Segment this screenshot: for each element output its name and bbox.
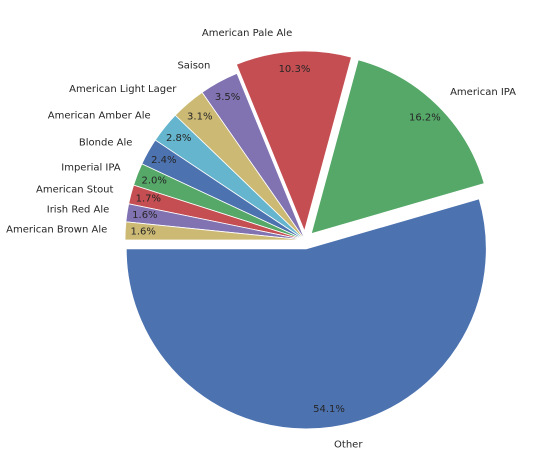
pct-label-irish-red-ale: 1.6% [132, 210, 157, 221]
category-label-irish-red-ale: Irish Red Ale [47, 205, 110, 216]
category-label-american-pale-ale: American Pale Ale [202, 28, 292, 39]
pct-label-american-stout: 1.7% [136, 193, 161, 204]
pie-slice-american-ipa [310, 59, 485, 235]
pct-label-american-amber-ale: 2.8% [166, 133, 191, 144]
pct-label-american-brown-ale: 1.6% [131, 226, 156, 237]
pct-label-american-ipa: 16.2% [409, 113, 441, 124]
category-label-american-light-lager: American Light Lager [69, 84, 177, 95]
category-label-other: Other [334, 439, 363, 450]
pie-slices [124, 50, 487, 430]
category-label-imperial-ipa: Imperial IPA [61, 162, 121, 173]
pct-label-saison: 3.5% [215, 92, 240, 103]
category-label-american-stout: American Stout [36, 184, 113, 195]
pct-label-other: 54.1% [313, 404, 345, 415]
category-label-american-brown-ale: American Brown Ale [6, 224, 107, 235]
category-label-american-amber-ale: American Amber Ale [48, 110, 151, 121]
pie-labels: 54.1% Other 16.2% American IPA 10.3% American… [6, 28, 516, 451]
pie-slice-american-pale-ale [235, 50, 352, 233]
pct-label-american-pale-ale: 10.3% [279, 64, 311, 75]
category-label-saison: Saison [177, 61, 210, 72]
pct-label-american-light-lager: 3.1% [187, 111, 212, 122]
pie-slice-other [125, 198, 487, 430]
category-label-american-ipa: American IPA [450, 87, 516, 98]
category-label-blonde-ale: Blonde Ale [79, 137, 133, 148]
pct-label-imperial-ipa: 2.0% [141, 175, 166, 186]
pie-slice-american-brown-ale [124, 221, 306, 241]
pct-label-blonde-ale: 2.4% [151, 155, 176, 166]
